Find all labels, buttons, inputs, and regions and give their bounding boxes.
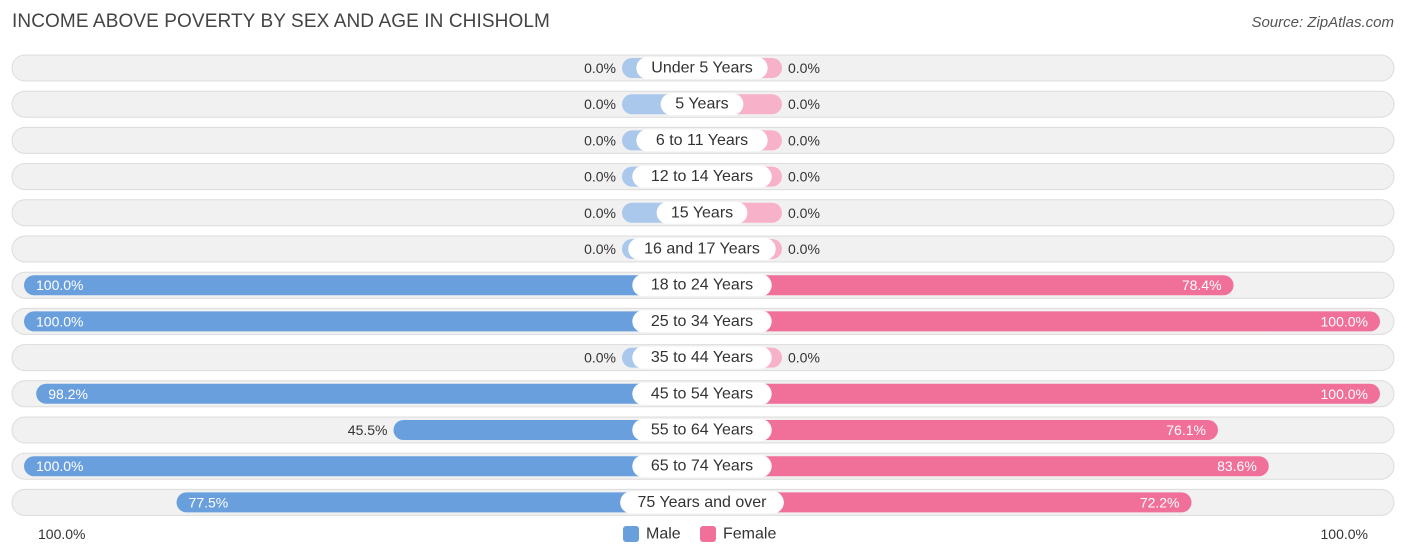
male-bar — [24, 456, 702, 477]
category-label-box — [636, 129, 768, 152]
male-value-label: 0.0% — [584, 132, 616, 148]
female-value-label: 0.0% — [788, 241, 820, 257]
female-value-label: 0.0% — [788, 169, 820, 185]
male-value-label: 100.0% — [36, 313, 83, 329]
male-bar — [36, 383, 703, 404]
category-label-box — [632, 419, 772, 441]
legend-label-female: Female — [723, 526, 776, 543]
male-bar — [176, 492, 703, 513]
male-value-label: 45.5% — [348, 422, 388, 438]
female-value-label: 100.0% — [1321, 313, 1368, 329]
chart-title: INCOME ABOVE POVERTY BY SEX AND AGE IN C… — [12, 11, 550, 32]
category-label: 5 Years — [675, 96, 728, 113]
female-bar — [702, 456, 1269, 477]
category-label: 12 to 14 Years — [651, 168, 753, 185]
category-label-box — [656, 201, 748, 224]
female-bar — [702, 275, 1234, 296]
category-label-box — [632, 382, 772, 405]
category-label: Under 5 Years — [651, 60, 752, 77]
category-label: 15 Years — [671, 204, 733, 221]
male-value-label: 98.2% — [48, 386, 88, 402]
female-bar — [702, 420, 1218, 440]
male-value-label: 100.0% — [36, 458, 83, 474]
category-label-box — [632, 455, 772, 478]
male-value-label: 0.0% — [584, 205, 616, 221]
category-label: 45 to 54 Years — [651, 385, 753, 402]
category-label-box — [632, 165, 772, 188]
category-label: 6 to 11 Years — [656, 132, 748, 149]
category-label-box — [636, 57, 768, 79]
female-value-label: 0.0% — [788, 350, 820, 366]
female-value-label: 72.2% — [1140, 494, 1180, 510]
axis-label-right: 100.0% — [1321, 526, 1368, 542]
female-bar — [702, 492, 1192, 513]
male-value-label: 77.5% — [189, 494, 229, 510]
male-bar — [393, 420, 702, 440]
category-label: 16 and 17 Years — [644, 241, 760, 258]
male-value-label: 0.0% — [584, 169, 616, 185]
legend-swatch-female — [700, 526, 716, 542]
category-label-box — [628, 238, 776, 260]
male-value-label: 0.0% — [584, 96, 616, 112]
male-value-label: 0.0% — [584, 60, 616, 76]
category-label: 55 to 64 Years — [651, 422, 753, 439]
category-label-box — [632, 274, 772, 297]
male-bar — [24, 311, 702, 332]
female-value-label: 76.1% — [1166, 422, 1206, 438]
female-value-label: 0.0% — [788, 132, 820, 148]
source-label: Source: ZipAtlas.com — [1251, 14, 1394, 31]
category-label-box — [632, 346, 772, 369]
legend-swatch-male — [623, 526, 639, 542]
axis-label-left: 100.0% — [38, 526, 85, 542]
female-value-label: 0.0% — [788, 205, 820, 221]
female-bar — [702, 383, 1380, 404]
category-label: 75 Years and over — [638, 494, 768, 511]
male-value-label: 100.0% — [36, 277, 83, 293]
male-value-label: 0.0% — [584, 241, 616, 257]
category-label-box — [660, 93, 744, 116]
category-label: 65 to 74 Years — [651, 458, 753, 475]
category-label-box — [620, 491, 784, 514]
legend-label-male: Male — [646, 526, 681, 543]
female-value-label: 0.0% — [788, 96, 820, 112]
category-label: 18 to 24 Years — [651, 277, 753, 294]
female-value-label: 83.6% — [1217, 458, 1257, 474]
female-value-label: 0.0% — [788, 60, 820, 76]
female-value-label: 78.4% — [1182, 277, 1222, 293]
category-label: 35 to 44 Years — [651, 349, 753, 366]
male-value-label: 0.0% — [584, 350, 616, 366]
category-label: 25 to 34 Years — [651, 313, 753, 330]
category-label-box — [632, 310, 772, 333]
female-bar — [702, 311, 1380, 332]
male-bar — [24, 275, 702, 296]
female-value-label: 100.0% — [1321, 386, 1368, 402]
